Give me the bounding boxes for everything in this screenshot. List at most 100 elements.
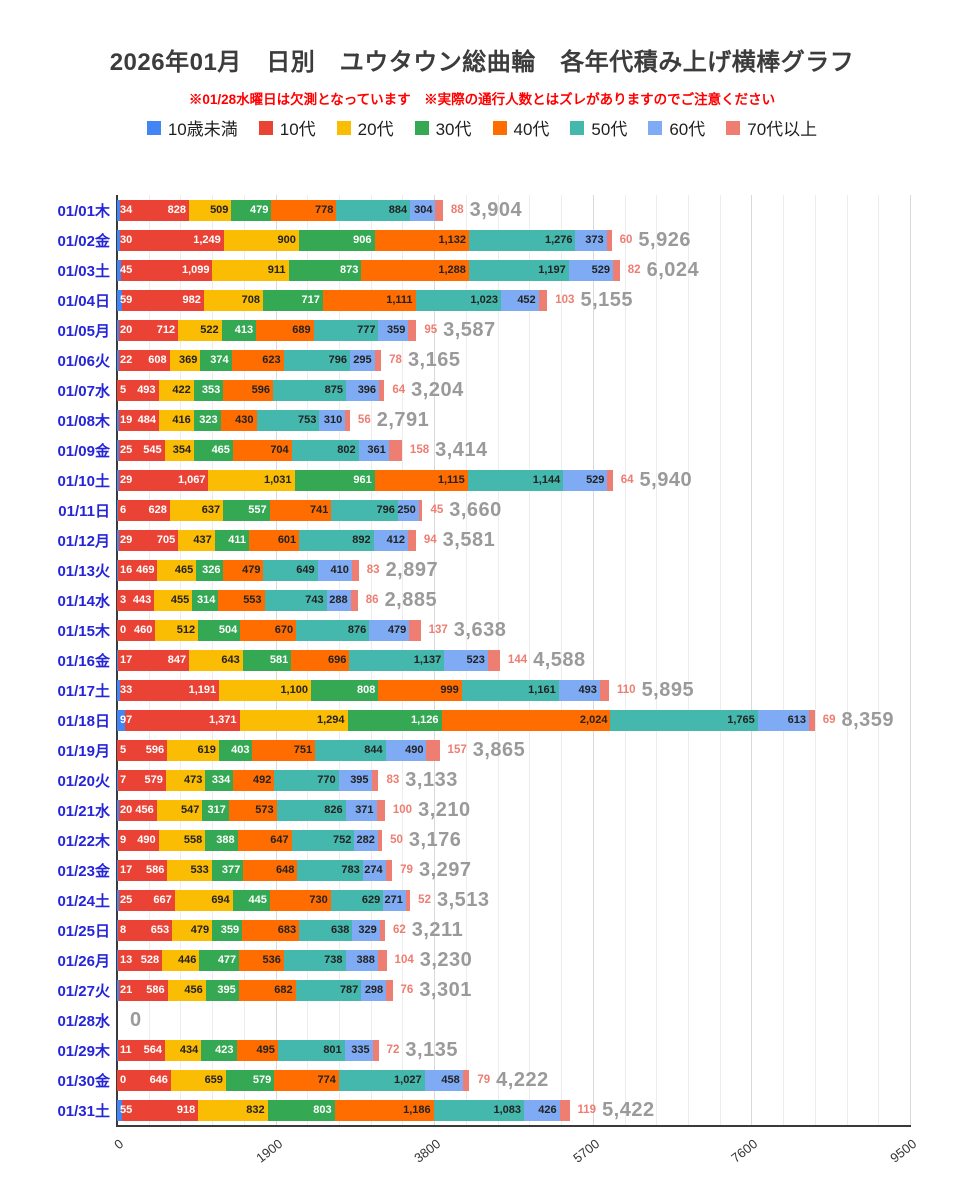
bar-segment-30代: 353: [193, 379, 224, 401]
segment-value-label: 536: [262, 953, 281, 966]
last-segment-value-label: 158: [409, 444, 430, 456]
bar-segment-20代: 456: [167, 979, 206, 1001]
segment-value-label: 373: [585, 233, 604, 246]
bar-segment-50代: 802: [291, 439, 359, 461]
legend-swatch-icon: [146, 120, 161, 135]
bar-segment-70代以上: [808, 709, 815, 731]
segment-value-label: 413: [234, 323, 254, 336]
segment-value-label: 452: [517, 293, 536, 306]
row-date-label: 01/15木: [57, 622, 110, 640]
bar-stack: 579 473 334 492 770 395 7: [117, 769, 379, 791]
bar-segment-20代: 465: [157, 559, 197, 581]
bar-stack: 469 465 326 479 649 410 16: [117, 559, 359, 581]
chart-row: 01/16金 847 643 581 696 1,137 523 17 144 4,588: [0, 645, 964, 675]
segment-value-label: 490: [137, 833, 156, 846]
bar-segment-30代: 323: [193, 409, 221, 431]
minor-gridline: [687, 195, 689, 1125]
chart-row: 01/27火 586 456 395 682 787 298 21 76 3,301: [0, 975, 964, 1005]
bar-segment-60代: 335: [344, 1039, 373, 1061]
bar-segment-60代: 298: [361, 979, 387, 1001]
bar-segment-50代: 649: [263, 559, 318, 581]
bar-segment-30代: 413: [221, 319, 257, 341]
first-segment-value-label: 33: [120, 683, 133, 696]
bar-segment-70代以上: [435, 199, 443, 221]
bar-segment-50代: 796: [283, 349, 351, 371]
chart-row: 01/20火 579 473 334 492 770 395 7 83 3,133: [0, 765, 964, 795]
bar-segment-70代以上: [487, 649, 500, 671]
row-total-label: 2,885: [384, 588, 438, 611]
segment-value-label: 623: [262, 353, 281, 366]
bar-segment-70代以上: [418, 499, 423, 521]
segment-value-label: 1,132: [438, 233, 466, 246]
bar-segment-30代: 395: [205, 979, 239, 1001]
segment-value-label: 918: [176, 1103, 196, 1116]
chart-row: 01/09金 545 354 465 704 802 361 25 158 3,414: [0, 435, 964, 465]
segment-value-label: 1,031: [263, 473, 292, 486]
bar-segment-10代: 460: [117, 619, 156, 641]
row-total-label: 3,414: [435, 438, 488, 461]
bar-segment-30代: 808: [310, 679, 379, 701]
bar-segment-50代: 743: [264, 589, 327, 611]
row-date-label: 01/08木: [57, 412, 110, 430]
segment-value-label: 629: [361, 893, 381, 906]
bar-stack: 1,249 900 906 1,132 1,276 373 30: [117, 229, 612, 251]
segment-value-label: 1,288: [438, 263, 466, 276]
bar-segment-20代: 512: [155, 619, 199, 641]
bar-segment-30代: 961: [294, 469, 375, 491]
row-total-label: 3,135: [405, 1038, 458, 1061]
bar-stack: 828 509 479 778 884 304 34: [117, 199, 443, 221]
bar-segment-40代: 774: [274, 1069, 339, 1091]
row-date-label: 01/28水: [57, 1012, 110, 1030]
bar-segment-70代以上: [345, 409, 350, 431]
legend-swatch-icon: [414, 120, 429, 135]
segment-value-label: 479: [387, 623, 407, 636]
segment-value-label: 774: [317, 1073, 336, 1086]
segment-value-label: 473: [184, 773, 203, 786]
bar-segment-50代: 1,083: [433, 1099, 525, 1121]
row-date-label: 01/13火: [57, 562, 110, 580]
last-segment-value-label: 64: [620, 474, 634, 486]
row-date-label: 01/07水: [57, 382, 110, 400]
bar-stack: 528 446 477 536 738 388 13: [117, 949, 387, 971]
segment-value-label: 314: [197, 593, 216, 606]
chart-row: 01/10土 1,067 1,031 961 1,115 1,144 529 29 64 5,94…: [0, 465, 964, 495]
segment-value-label: 906: [353, 233, 372, 246]
row-date-label: 01/04日: [57, 292, 110, 310]
chart-row: 01/24土 667 694 445 730 629 271 25 52 3,513: [0, 885, 964, 915]
bar-wrap: 460 512 504 670 876 479 0 137 3,638: [117, 615, 506, 645]
last-segment-value-label: 76: [400, 984, 414, 996]
bar-segment-70代以上: [599, 679, 609, 701]
segment-value-label: 388: [356, 953, 375, 966]
bar-segment-10代: 586: [118, 859, 168, 881]
bar-segment-10歳未満: [117, 199, 120, 221]
segment-value-label: 479: [250, 203, 269, 216]
segment-value-label: 434: [179, 1043, 199, 1056]
row-total-label: 3,204: [411, 378, 464, 401]
bar-segment-40代: 999: [378, 679, 462, 701]
bar-segment-10代: 712: [118, 319, 179, 341]
segment-value-label: 416: [172, 413, 191, 426]
bar-segment-10歳未満: [117, 1099, 122, 1121]
segment-value-label: 696: [327, 653, 347, 666]
segment-value-label: 875: [324, 383, 343, 396]
bar-segment-40代: 596: [223, 379, 273, 401]
segment-value-label: 271: [384, 893, 403, 906]
minor-gridline: [624, 195, 626, 1125]
bar-segment-70代以上: [350, 589, 358, 611]
bar-segment-30代: 334: [205, 769, 234, 791]
last-segment-value-label: 50: [390, 834, 403, 846]
row-total-label: 5,926: [638, 228, 691, 251]
row-total-label: 3,230: [419, 948, 473, 971]
bar-segment-70代以上: [408, 529, 416, 551]
legend-label: 10歳未満: [167, 120, 238, 139]
first-segment-value-label: 30: [120, 233, 133, 246]
x-axis-tick-label: 9500: [887, 1136, 920, 1166]
segment-value-label: 479: [242, 563, 261, 576]
segment-value-label: 361: [367, 443, 386, 456]
row-total-label: 5,940: [639, 468, 693, 491]
bar-segment-10代: 608: [118, 349, 170, 371]
segment-value-label: 828: [167, 203, 186, 216]
bar-segment-10歳未満: [117, 439, 120, 461]
chart-row: 01/08木 484 416 323 430 753 310 19 56 2,791: [0, 405, 964, 435]
